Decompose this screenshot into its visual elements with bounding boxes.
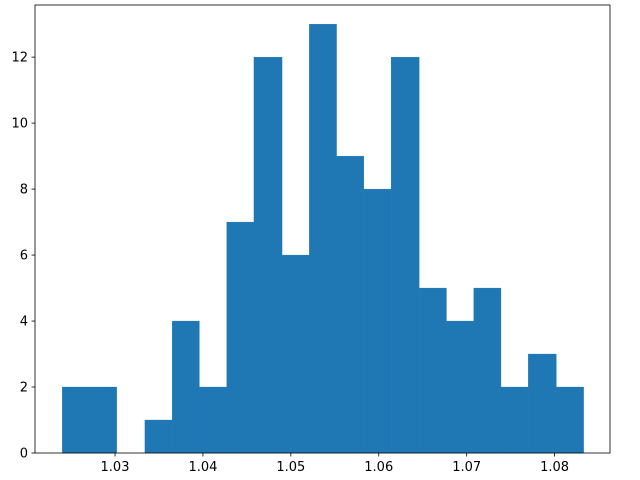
x-tick-label: 1.05	[276, 460, 305, 475]
y-tick-label: 6	[20, 249, 28, 264]
bar	[89, 386, 117, 454]
bar	[226, 221, 255, 454]
bar	[363, 188, 392, 454]
bar	[500, 386, 529, 454]
bar	[556, 386, 584, 454]
x-tick-label: 1.07	[452, 460, 481, 475]
x-tick-label: 1.03	[101, 460, 130, 475]
bar	[446, 320, 474, 454]
bar	[199, 386, 227, 454]
x-tick-label: 1.04	[188, 460, 217, 475]
y-tick-label: 10	[11, 117, 28, 132]
y-tick-label: 4	[20, 315, 28, 330]
bar	[62, 386, 90, 454]
bar	[528, 353, 557, 454]
x-tick-label: 1.06	[364, 460, 393, 475]
y-tick-label: 8	[20, 183, 28, 198]
y-tick-label: 0	[20, 447, 28, 462]
bar	[309, 23, 337, 454]
bar	[419, 287, 447, 454]
bar	[390, 56, 420, 454]
x-tick-label: 1.08	[540, 460, 569, 475]
bar	[336, 155, 364, 454]
bar	[253, 56, 283, 454]
plot-frame	[34, 4, 611, 454]
y-tick-label: 12	[11, 51, 28, 66]
bar	[172, 320, 200, 454]
bar	[473, 287, 502, 454]
y-tick-label: 2	[20, 381, 28, 396]
bar	[281, 254, 310, 454]
bar	[144, 419, 173, 454]
